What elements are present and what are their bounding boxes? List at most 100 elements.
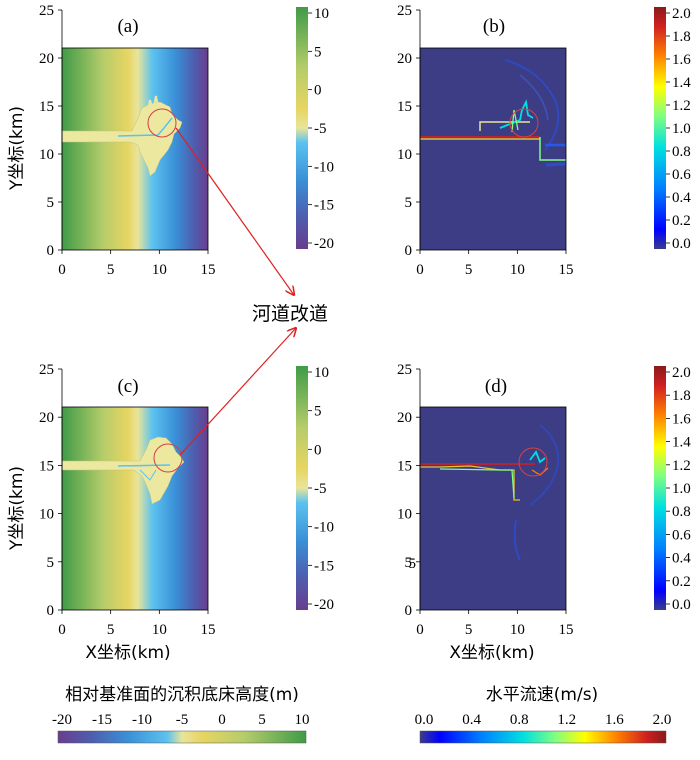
- legend-elevation-ticks: -20 -15 -10 -5 0 5 10: [52, 712, 310, 728]
- panel-a-colorbar: [296, 7, 308, 249]
- panel-a-y-axis-label: Y坐标(km): [7, 106, 27, 191]
- panel-d-x-tick-label: 5: [465, 622, 473, 638]
- panel-d-colorbar: [654, 366, 666, 610]
- panel-c-highlight-circle: [153, 443, 183, 473]
- panel-c-x-axis-label: X坐标(km): [85, 643, 170, 663]
- panel-b-x-tick-label: 0: [416, 262, 424, 278]
- panel-d-flow-features: [420, 424, 560, 561]
- panel-b-y-tick-label: 20: [397, 51, 412, 67]
- panel-d-x-axis-label: X坐标(km): [449, 643, 534, 663]
- legend-elevation-tick-label: -15: [92, 712, 112, 728]
- panel-d-y-tick-label: 5: [405, 555, 413, 571]
- panel-c-colorbar-tick-label: 10: [314, 365, 329, 381]
- legend-elevation-tick-label: 5: [258, 712, 266, 728]
- panel-b-colorbar-ticks: 2.0 1.8 1.6 1.4 1.2 1.0 0.8 0.6 0.4 0.2 0.0: [666, 6, 691, 252]
- panel-c-field: [62, 407, 208, 610]
- panel-a-colorbar-tick-label: 0: [314, 83, 322, 99]
- legend-velocity-title: 水平流速(m/s): [486, 685, 598, 705]
- panel-a-x-ticks: 0 5 10 15: [58, 250, 216, 278]
- legend-elevation-tick-label: 0: [218, 712, 226, 728]
- panel-b: 0 5 10 15 20 25 0 5 10 15 (b) 2.0 1.8 1.6 1.4 1.2 1.0…: [397, 3, 691, 278]
- panel-d-colorbar-tick-label: 2.0: [672, 365, 691, 381]
- panel-c-colorbar-tick-label: 5: [314, 404, 322, 420]
- channel-shift-annotation: 河道改道: [175, 127, 328, 456]
- panel-d-y-tick-label: 20: [397, 410, 412, 426]
- panel-a: 0 5 10 15 20 25 0 5 10 15 (a) Y坐标(km) 10 5 0 -5 -10 -…: [7, 3, 334, 278]
- panel-d-stray-label: 5: [409, 556, 417, 572]
- panel-b-field: [420, 48, 566, 250]
- legend-elevation: 相对基准面的沉积底床高度(m) -20 -15 -10 -5 0 5 10: [52, 685, 310, 744]
- panel-d-field: [420, 407, 566, 610]
- legend-velocity-tick-label: 0.0: [415, 712, 434, 728]
- legend-velocity-tick-label: 1.6: [605, 712, 624, 728]
- panel-c-x-tick-label: 5: [107, 622, 115, 638]
- legend-elevation-tick-label: 10: [295, 712, 310, 728]
- panel-c: 0 5 10 15 20 25 0 5 10 15 (c) Y坐标(km) X坐标(km) 10…: [7, 362, 334, 663]
- panel-b-x-tick-label: 10: [510, 262, 525, 278]
- panel-d-label: (d): [485, 376, 507, 397]
- panel-b-colorbar-tick-label: 1.0: [672, 121, 691, 137]
- legend-velocity-bar: [419, 730, 667, 744]
- panel-c-y-tick-label: 5: [47, 555, 55, 571]
- panel-b-colorbar-tick-label: 1.2: [672, 98, 691, 114]
- panel-b-x-tick-label: 5: [465, 262, 473, 278]
- panel-a-colorbar-tick-label: 5: [314, 44, 322, 60]
- panel-d: 0 5 10 15 20 25 0 5 10 15 (d) 5 X坐标(km) 2.0 1.8 1.…: [397, 362, 691, 663]
- panel-b-highlight-circle: [509, 108, 539, 138]
- panel-a-y-tick-label: 5: [47, 195, 55, 211]
- legend-velocity-tick-label: 1.2: [557, 712, 576, 728]
- legend-elevation-title: 相对基准面的沉积底床高度(m): [65, 685, 299, 705]
- panel-d-colorbar-tick-label: 0.4: [672, 551, 691, 567]
- panel-d-colorbar-tick-label: 1.4: [672, 435, 691, 451]
- panel-a-colorbar-tick-label: -20: [314, 236, 334, 252]
- panel-b-colorbar-tick-label: 0.8: [672, 144, 691, 160]
- panel-d-colorbar-tick-label: 0.2: [672, 574, 691, 590]
- panel-a-field: [62, 48, 208, 250]
- panel-b-colorbar-tick-label: 0.4: [672, 190, 691, 206]
- panel-d-x-tick-label: 15: [559, 622, 574, 638]
- panel-c-y-tick-label: 0: [47, 603, 55, 619]
- panel-c-colorbar-tick-label: -20: [314, 597, 334, 613]
- panel-d-colorbar-tick-label: 1.2: [672, 458, 691, 474]
- legend-velocity: 水平流速(m/s) 0.0 0.4 0.8 1.2 1.6 2.0: [415, 685, 671, 744]
- panel-c-y-tick-label: 20: [39, 410, 54, 426]
- panel-c-colorbar-tick-label: 0: [314, 442, 322, 458]
- panel-c-colorbar-tick-label: -5: [314, 481, 327, 497]
- panel-b-colorbar-tick-label: 2.0: [672, 6, 691, 22]
- panel-c-x-ticks: 0 5 10 15: [58, 610, 216, 638]
- panel-a-colorbar-tick-label: -5: [314, 121, 327, 137]
- panel-d-colorbar-tick-label: 0.8: [672, 504, 691, 520]
- panel-d-y-tick-label: 15: [397, 458, 412, 474]
- panel-c-y-ticks: 0 5 10 15 20 25: [39, 362, 63, 619]
- legend-velocity-tick-label: 0.4: [462, 712, 481, 728]
- annotation-text: 河道改道: [252, 303, 328, 325]
- panel-a-deposit: [61, 95, 183, 177]
- panel-c-colorbar: [296, 366, 308, 610]
- panel-a-colorbar-ticks: 10 5 0 -5 -10 -15 -20: [308, 6, 334, 252]
- panel-d-colorbar-tick-label: 1.6: [672, 411, 691, 427]
- panel-d-colorbar-tick-label: 1.8: [672, 388, 691, 404]
- panel-a-y-tick-label: 15: [39, 99, 54, 115]
- panel-c-label: (c): [117, 376, 138, 397]
- panel-c-x-tick-label: 15: [201, 622, 216, 638]
- panel-a-x-tick-label: 10: [152, 262, 167, 278]
- panel-c-colorbar-ticks: 10 5 0 -5 -10 -15 -20: [308, 365, 334, 613]
- legend-velocity-tick-label: 0.8: [510, 712, 529, 728]
- panel-a-x-tick-label: 15: [201, 262, 216, 278]
- legend-elevation-tick-label: -10: [132, 712, 152, 728]
- panel-c-colorbar-tick-label: -10: [314, 520, 334, 536]
- panel-b-flow-features: [420, 59, 567, 167]
- panel-b-x-tick-label: 15: [559, 262, 574, 278]
- panel-c-y-tick-label: 15: [39, 458, 54, 474]
- panel-b-y-tick-label: 15: [397, 99, 412, 115]
- panel-a-x-tick-label: 5: [107, 262, 115, 278]
- panel-a-colorbar-tick-label: -10: [314, 159, 334, 175]
- annotation-arrow-up: [179, 328, 296, 456]
- panel-c-y-tick-label: 10: [39, 507, 54, 523]
- panel-c-colorbar-tick-label: -15: [314, 558, 334, 574]
- panel-d-x-ticks: 0 5 10 15: [416, 610, 574, 638]
- panel-b-label: (b): [483, 16, 505, 37]
- panel-d-y-tick-label: 10: [397, 507, 412, 523]
- panel-b-colorbar-tick-label: 1.8: [672, 29, 691, 45]
